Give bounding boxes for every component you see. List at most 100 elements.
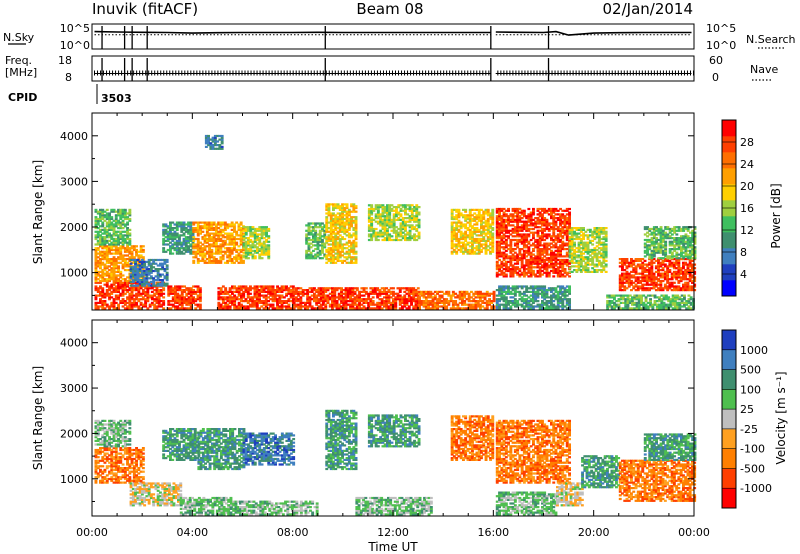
power-cell bbox=[192, 301, 195, 304]
power-cell bbox=[105, 272, 109, 275]
power-cell bbox=[223, 221, 227, 224]
power-cell bbox=[137, 254, 141, 257]
power-cell bbox=[475, 223, 479, 226]
power-cell bbox=[108, 214, 111, 217]
power-cell bbox=[230, 239, 234, 242]
power-cell bbox=[194, 298, 198, 301]
power-cell bbox=[108, 225, 111, 228]
power-cell bbox=[214, 241, 218, 244]
power-cell bbox=[94, 294, 98, 297]
power-cell bbox=[164, 243, 168, 246]
power-cell bbox=[210, 259, 214, 262]
power-cell bbox=[114, 278, 118, 281]
power-cell bbox=[196, 259, 200, 262]
power-cell bbox=[164, 225, 168, 228]
power-cell bbox=[233, 300, 237, 303]
power-cell bbox=[194, 237, 198, 241]
power-cell bbox=[221, 230, 225, 233]
power-cell bbox=[194, 256, 198, 259]
power-cell bbox=[196, 223, 200, 226]
power-cell bbox=[139, 245, 143, 248]
power-cell bbox=[169, 228, 172, 231]
power-cell bbox=[221, 296, 225, 299]
power-cell bbox=[212, 227, 216, 230]
power-cell bbox=[262, 301, 266, 304]
power-cell bbox=[221, 254, 225, 257]
power-cell bbox=[141, 298, 145, 301]
power-cell bbox=[134, 275, 137, 278]
power-cell bbox=[166, 239, 170, 242]
power-cell bbox=[131, 279, 135, 282]
power-cell bbox=[152, 284, 156, 287]
power-cell bbox=[267, 227, 271, 231]
power-cell bbox=[110, 208, 114, 211]
power-cell bbox=[187, 248, 190, 252]
power-cell bbox=[242, 292, 246, 295]
power-cell bbox=[306, 292, 310, 295]
power-cell bbox=[103, 292, 107, 295]
power-cell bbox=[249, 292, 252, 295]
power-cell bbox=[160, 294, 163, 297]
power-cell bbox=[130, 303, 134, 306]
power-cell bbox=[457, 208, 461, 211]
power-cell bbox=[187, 301, 191, 304]
power-cell bbox=[103, 254, 107, 257]
power-cell bbox=[198, 287, 202, 290]
power-cell bbox=[99, 252, 102, 255]
power-cell bbox=[117, 234, 120, 237]
power-cell bbox=[153, 289, 157, 292]
power-cell bbox=[253, 303, 257, 306]
power-cell bbox=[165, 275, 169, 278]
power-cell bbox=[126, 283, 129, 286]
power-cell bbox=[262, 289, 266, 292]
power-cell bbox=[105, 285, 109, 288]
power-cell bbox=[121, 294, 125, 297]
power-cell bbox=[189, 225, 193, 228]
power-cell bbox=[219, 230, 223, 233]
power-cell bbox=[108, 239, 111, 242]
power-cell bbox=[210, 261, 214, 264]
power-cell bbox=[112, 259, 116, 262]
power-cell bbox=[119, 221, 123, 224]
power-cell bbox=[205, 239, 209, 242]
power-cell bbox=[237, 254, 241, 257]
power-cell bbox=[123, 301, 127, 304]
power-cell bbox=[370, 224, 374, 227]
power-cell bbox=[280, 307, 284, 310]
power-cell bbox=[131, 269, 135, 273]
power-cell bbox=[149, 258, 153, 262]
power-cell bbox=[117, 230, 120, 233]
power-cell bbox=[239, 243, 243, 246]
power-cell bbox=[239, 239, 243, 242]
power-cell bbox=[205, 234, 209, 237]
power-cell bbox=[114, 247, 118, 250]
power-cell bbox=[108, 227, 111, 230]
power-cell bbox=[237, 301, 241, 304]
power-cell bbox=[105, 252, 109, 255]
freq-tick-right-top: 60 bbox=[709, 54, 723, 67]
power-cell bbox=[242, 290, 246, 293]
power-cell bbox=[141, 296, 145, 299]
power-cell bbox=[117, 243, 120, 246]
power-cell bbox=[131, 268, 135, 271]
power-cell bbox=[310, 305, 314, 308]
power-cell bbox=[208, 232, 211, 235]
power-cell bbox=[103, 239, 107, 242]
power-cell bbox=[162, 230, 166, 233]
power-cell bbox=[130, 245, 134, 248]
power-cell bbox=[99, 239, 102, 242]
power-cell bbox=[132, 298, 136, 301]
power-cell bbox=[207, 140, 210, 143]
power-cell bbox=[126, 301, 129, 304]
power-cell bbox=[155, 300, 159, 303]
power-cell bbox=[150, 298, 154, 301]
power-cell bbox=[264, 285, 268, 288]
power-cell bbox=[513, 251, 517, 254]
power-cell bbox=[101, 228, 105, 231]
power-cell bbox=[99, 270, 102, 273]
power-cell bbox=[165, 271, 169, 274]
power-cell bbox=[163, 260, 167, 263]
power-cell bbox=[121, 285, 125, 288]
power-cell bbox=[189, 243, 193, 246]
power-cell bbox=[126, 217, 129, 221]
